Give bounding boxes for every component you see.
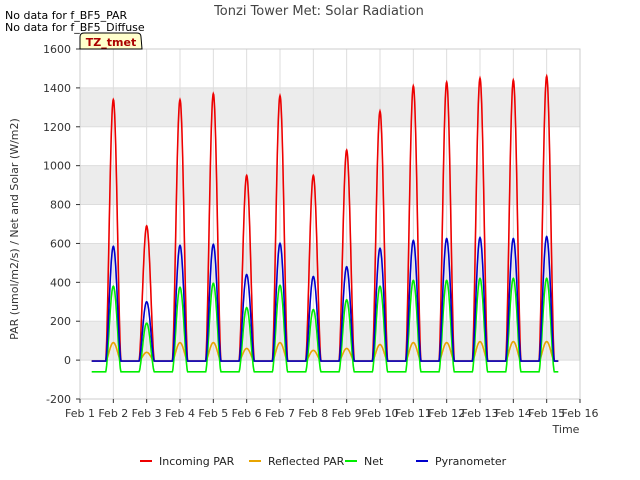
y-tick-label: 600 [50,237,71,250]
no-data-note: No data for f_BF5_Diffuse [5,21,145,34]
y-tick-label: 400 [50,276,71,289]
chart-title: Tonzi Tower Met: Solar Radiation [213,4,424,19]
x-tick-label: Feb 16 [562,407,599,420]
x-tick-label: Feb 6 [232,407,262,420]
y-tick-label: 200 [50,315,71,328]
series-line [91,235,559,362]
series-line [91,277,559,373]
y-tick-label: 1400 [43,82,71,95]
y-tick-label: 1200 [43,121,71,134]
plot-band [80,165,580,205]
plot-frame [79,48,581,400]
x-tick-label: Feb 7 [265,407,295,420]
plot-band [80,87,580,127]
y-tick-label: 1600 [43,43,71,56]
x-tick-label: Feb 2 [98,407,128,420]
x-tick-label: Feb 8 [298,407,328,420]
x-tick-label: Feb 4 [165,407,195,420]
x-tick-label: Feb 3 [132,407,162,420]
legend-label: Reflected PAR [268,455,345,468]
no-data-note: No data for f_BF5_PAR [5,9,128,22]
plot-background [80,49,580,399]
x-tick-label: Feb 15 [528,407,565,420]
x-tick-label: Feb 5 [198,407,228,420]
y-tick-label: 0 [64,354,71,367]
legend: Incoming PAR Reflected PAR Net Pyranometer [140,455,507,468]
x-axis-label: Time [552,423,580,436]
y-axis-label: PAR (umol/m2/s) / Net and Solar (W/m2) [8,118,21,340]
legend-label: Incoming PAR [159,455,235,468]
site-tag-box [79,32,143,50]
site-tag-label: TZ_tmet [86,36,136,49]
x-tick-label: Feb 1 [65,407,95,420]
plot-band [80,321,580,361]
y-tick-label: -200 [46,393,71,406]
x-tick-label: Feb 10 [362,407,399,420]
legend-label: Pyranometer [435,455,507,468]
x-tick-label: Feb 11 [395,407,432,420]
y-tick-label: 1000 [43,160,71,173]
x-tick-label: Feb 9 [332,407,362,420]
x-tick-label: Feb 14 [495,407,532,420]
x-tick-label: Feb 13 [462,407,499,420]
x-tick-label: Feb 12 [428,407,465,420]
site-tag-badge: TZ_tmet [79,32,143,50]
y-tick-label: 800 [50,199,71,212]
plot-band [80,243,580,283]
legend-label: Net [364,455,384,468]
notes: No data for f_BF5_PAR No data for f_BF5_… [5,9,145,34]
series-group [91,73,559,373]
